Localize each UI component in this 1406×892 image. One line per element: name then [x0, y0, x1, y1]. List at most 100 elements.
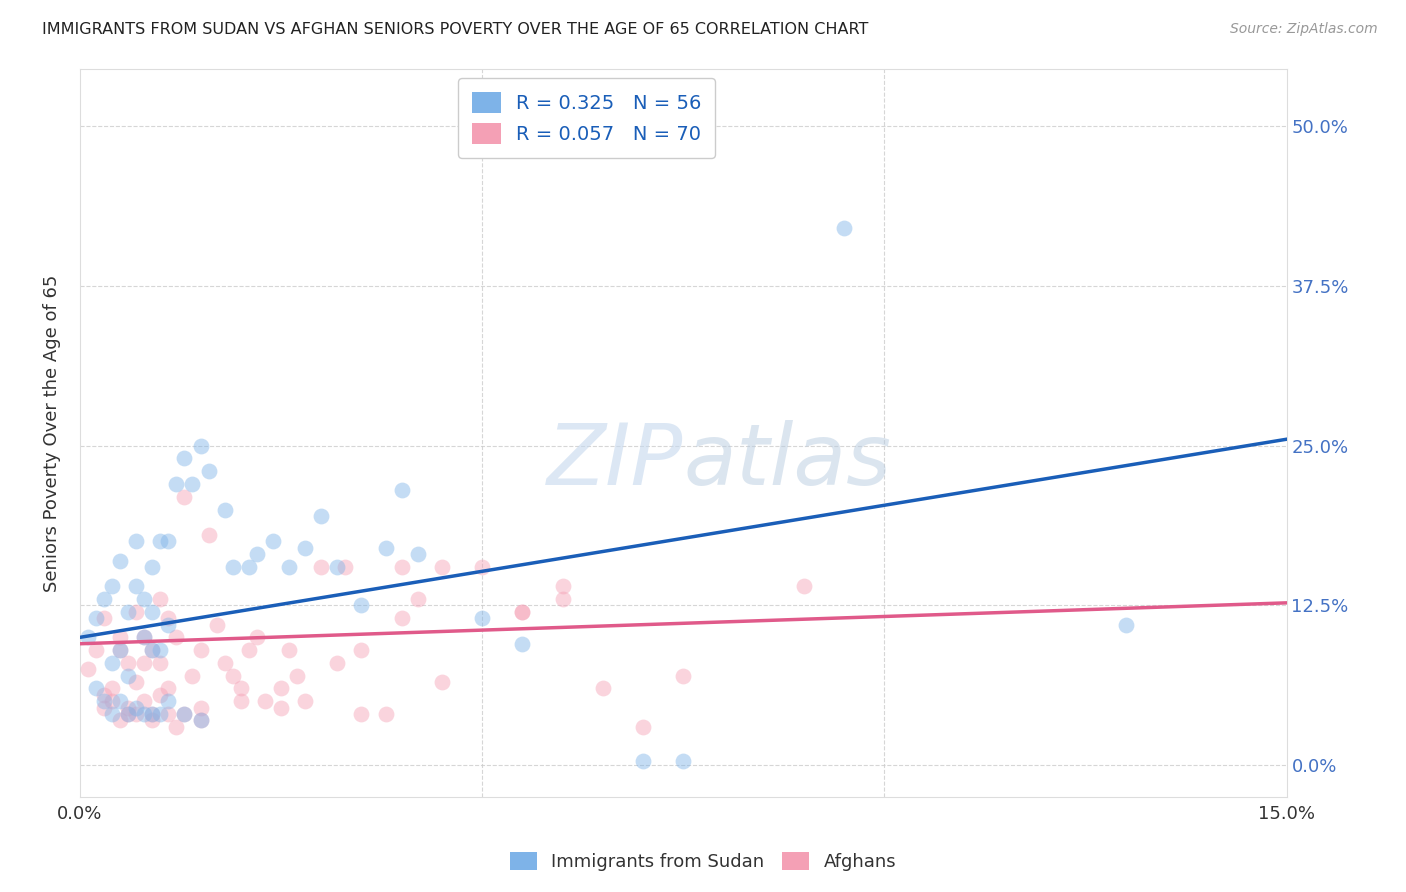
Point — [173, 490, 195, 504]
Point — [149, 688, 172, 702]
Point — [631, 755, 654, 769]
Point — [173, 451, 195, 466]
Point — [391, 483, 413, 498]
Point — [93, 700, 115, 714]
Point — [214, 502, 236, 516]
Point — [84, 611, 107, 625]
Point — [631, 720, 654, 734]
Point — [205, 617, 228, 632]
Point — [93, 694, 115, 708]
Point — [165, 477, 187, 491]
Point — [222, 669, 245, 683]
Point — [117, 707, 139, 722]
Point — [125, 534, 148, 549]
Point — [141, 643, 163, 657]
Point — [173, 707, 195, 722]
Point — [335, 560, 357, 574]
Point — [406, 592, 429, 607]
Point — [374, 541, 396, 555]
Point — [278, 560, 301, 574]
Point — [350, 643, 373, 657]
Point — [125, 675, 148, 690]
Point — [117, 656, 139, 670]
Point — [108, 631, 131, 645]
Point — [326, 560, 349, 574]
Point — [149, 707, 172, 722]
Point — [125, 700, 148, 714]
Point — [222, 560, 245, 574]
Point — [134, 694, 156, 708]
Text: atlas: atlas — [683, 420, 891, 503]
Point — [77, 631, 100, 645]
Point — [246, 547, 269, 561]
Point — [238, 560, 260, 574]
Point — [374, 707, 396, 722]
Point — [391, 611, 413, 625]
Point — [229, 681, 252, 696]
Point — [181, 669, 204, 683]
Point — [512, 605, 534, 619]
Point — [108, 554, 131, 568]
Point — [125, 605, 148, 619]
Point — [270, 700, 292, 714]
Point — [165, 720, 187, 734]
Point — [134, 631, 156, 645]
Point — [190, 714, 212, 728]
Point — [117, 669, 139, 683]
Point — [197, 528, 219, 542]
Point — [278, 643, 301, 657]
Point — [157, 681, 180, 696]
Point — [294, 694, 316, 708]
Point — [309, 508, 332, 523]
Point — [1115, 617, 1137, 632]
Point — [238, 643, 260, 657]
Point — [512, 605, 534, 619]
Point — [326, 656, 349, 670]
Point — [190, 643, 212, 657]
Point — [157, 694, 180, 708]
Point — [430, 560, 453, 574]
Point — [471, 560, 494, 574]
Point — [551, 579, 574, 593]
Point — [157, 611, 180, 625]
Point — [262, 534, 284, 549]
Point — [108, 643, 131, 657]
Point — [101, 681, 124, 696]
Point — [173, 707, 195, 722]
Point — [197, 464, 219, 478]
Point — [551, 592, 574, 607]
Point — [77, 662, 100, 676]
Point — [93, 688, 115, 702]
Point — [101, 579, 124, 593]
Point — [793, 579, 815, 593]
Point — [141, 643, 163, 657]
Point — [350, 599, 373, 613]
Point — [141, 707, 163, 722]
Legend: Immigrants from Sudan, Afghans: Immigrants from Sudan, Afghans — [502, 845, 904, 879]
Point — [134, 592, 156, 607]
Point — [157, 534, 180, 549]
Point — [149, 534, 172, 549]
Point — [149, 656, 172, 670]
Point — [141, 605, 163, 619]
Point — [165, 631, 187, 645]
Point — [141, 560, 163, 574]
Legend: R = 0.325   N = 56, R = 0.057   N = 70: R = 0.325 N = 56, R = 0.057 N = 70 — [458, 78, 716, 158]
Text: IMMIGRANTS FROM SUDAN VS AFGHAN SENIORS POVERTY OVER THE AGE OF 65 CORRELATION C: IMMIGRANTS FROM SUDAN VS AFGHAN SENIORS … — [42, 22, 869, 37]
Point — [93, 592, 115, 607]
Point — [157, 617, 180, 632]
Point — [125, 579, 148, 593]
Point — [108, 714, 131, 728]
Y-axis label: Seniors Poverty Over the Age of 65: Seniors Poverty Over the Age of 65 — [44, 274, 60, 591]
Point — [157, 707, 180, 722]
Point — [149, 643, 172, 657]
Point — [190, 700, 212, 714]
Point — [141, 707, 163, 722]
Point — [190, 714, 212, 728]
Point — [592, 681, 614, 696]
Point — [149, 592, 172, 607]
Point — [229, 694, 252, 708]
Point — [406, 547, 429, 561]
Point — [294, 541, 316, 555]
Point — [672, 755, 695, 769]
